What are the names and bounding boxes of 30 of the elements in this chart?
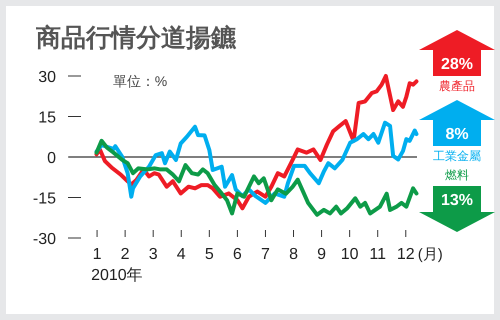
y-tick-label: -30	[32, 231, 56, 248]
text: 燃料	[445, 168, 469, 182]
line-series	[94, 74, 418, 210]
annotation: 單位：%	[112, 73, 168, 89]
x-tick-label: 7	[261, 246, 270, 263]
x-tick-label: 5	[204, 246, 214, 263]
chart-title: 商品行情分道揚鑣	[35, 24, 237, 52]
x-tick-label: 2	[120, 246, 130, 263]
text: 2010年	[91, 267, 143, 284]
x-tick-label: 6	[232, 246, 242, 263]
y-tick-label: -15	[32, 190, 56, 208]
x-tick-label: 4	[176, 246, 186, 263]
x-tick-label: 11	[369, 246, 386, 263]
y-tick-label: 15	[38, 110, 56, 126]
x-tick-label: 8	[289, 246, 298, 263]
y-tick-label: 0	[47, 150, 56, 167]
x-tick-label: 3	[148, 246, 158, 263]
text: 13%	[440, 192, 474, 209]
x-tick-label: 12	[396, 246, 415, 263]
x-tick-label: 9	[317, 246, 326, 263]
line-series	[94, 138, 418, 217]
x-tick-label: 1	[92, 246, 102, 263]
text: 28%	[440, 56, 474, 73]
line-series	[94, 120, 418, 205]
series-label: 工業金屬	[433, 149, 481, 163]
y-tick-label: 30	[38, 69, 56, 86]
x-axis-title: (月)	[418, 246, 443, 263]
x-tick-label: 10	[340, 246, 359, 263]
series-label: 農產品	[439, 79, 475, 93]
text: 8%	[445, 126, 469, 143]
